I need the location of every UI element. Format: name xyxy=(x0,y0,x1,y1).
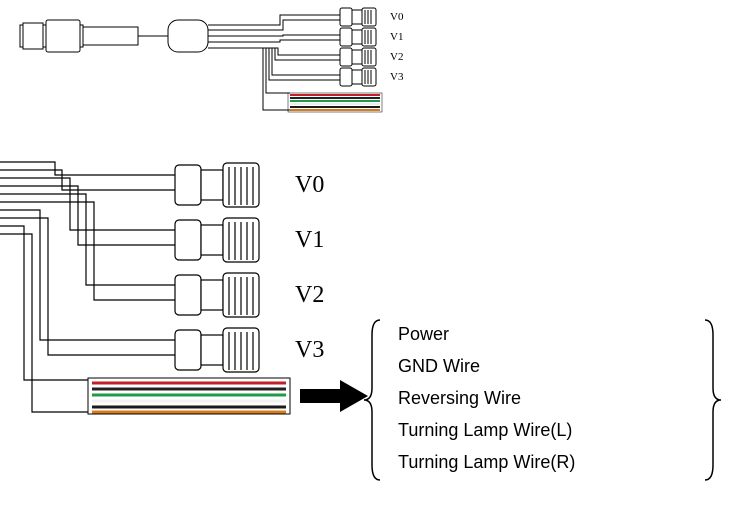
legend: Power GND Wire Reversing Wire Turning La… xyxy=(364,320,721,480)
big-label-v0: V0 xyxy=(295,172,324,198)
big-connector-v3 xyxy=(175,328,259,372)
big-connector-v0 xyxy=(175,163,259,207)
small-label-v1: V1 xyxy=(390,31,403,43)
big-wire-bundle xyxy=(88,378,290,414)
wiring-diagram: V0 V1 V2 V3 xyxy=(0,0,737,514)
legend-item-3: Turning Lamp Wire(L) xyxy=(398,420,572,440)
big-label-v2: V2 xyxy=(295,282,324,308)
trunk-lines xyxy=(0,162,175,412)
small-connector-v1 xyxy=(340,28,376,46)
big-connector-v2 xyxy=(175,273,259,317)
small-connectors xyxy=(340,8,376,86)
big-label-v3: V3 xyxy=(295,337,324,363)
legend-item-0: Power xyxy=(398,324,449,344)
small-connector-v0 xyxy=(340,8,376,26)
bundle-lines-small xyxy=(208,25,275,48)
small-label-v3: V3 xyxy=(390,71,404,83)
small-connector-v3 xyxy=(340,68,376,86)
small-wire-bundle xyxy=(288,93,382,112)
legend-item-1: GND Wire xyxy=(398,356,480,376)
arrow-icon xyxy=(300,380,368,412)
small-connector-v2 xyxy=(340,48,376,66)
small-diagram: V0 V1 V2 V3 xyxy=(20,8,404,112)
small-label-v0: V0 xyxy=(390,11,404,23)
big-connector-v1 xyxy=(175,218,259,262)
big-label-v1: V1 xyxy=(295,227,324,253)
small-label-v2: V2 xyxy=(390,51,403,63)
large-diagram: V0 V1 V2 V3 xyxy=(0,162,324,414)
legend-item-2: Reversing Wire xyxy=(398,388,521,408)
main-plug-small xyxy=(20,20,208,52)
legend-item-4: Turning Lamp Wire(R) xyxy=(398,452,575,472)
